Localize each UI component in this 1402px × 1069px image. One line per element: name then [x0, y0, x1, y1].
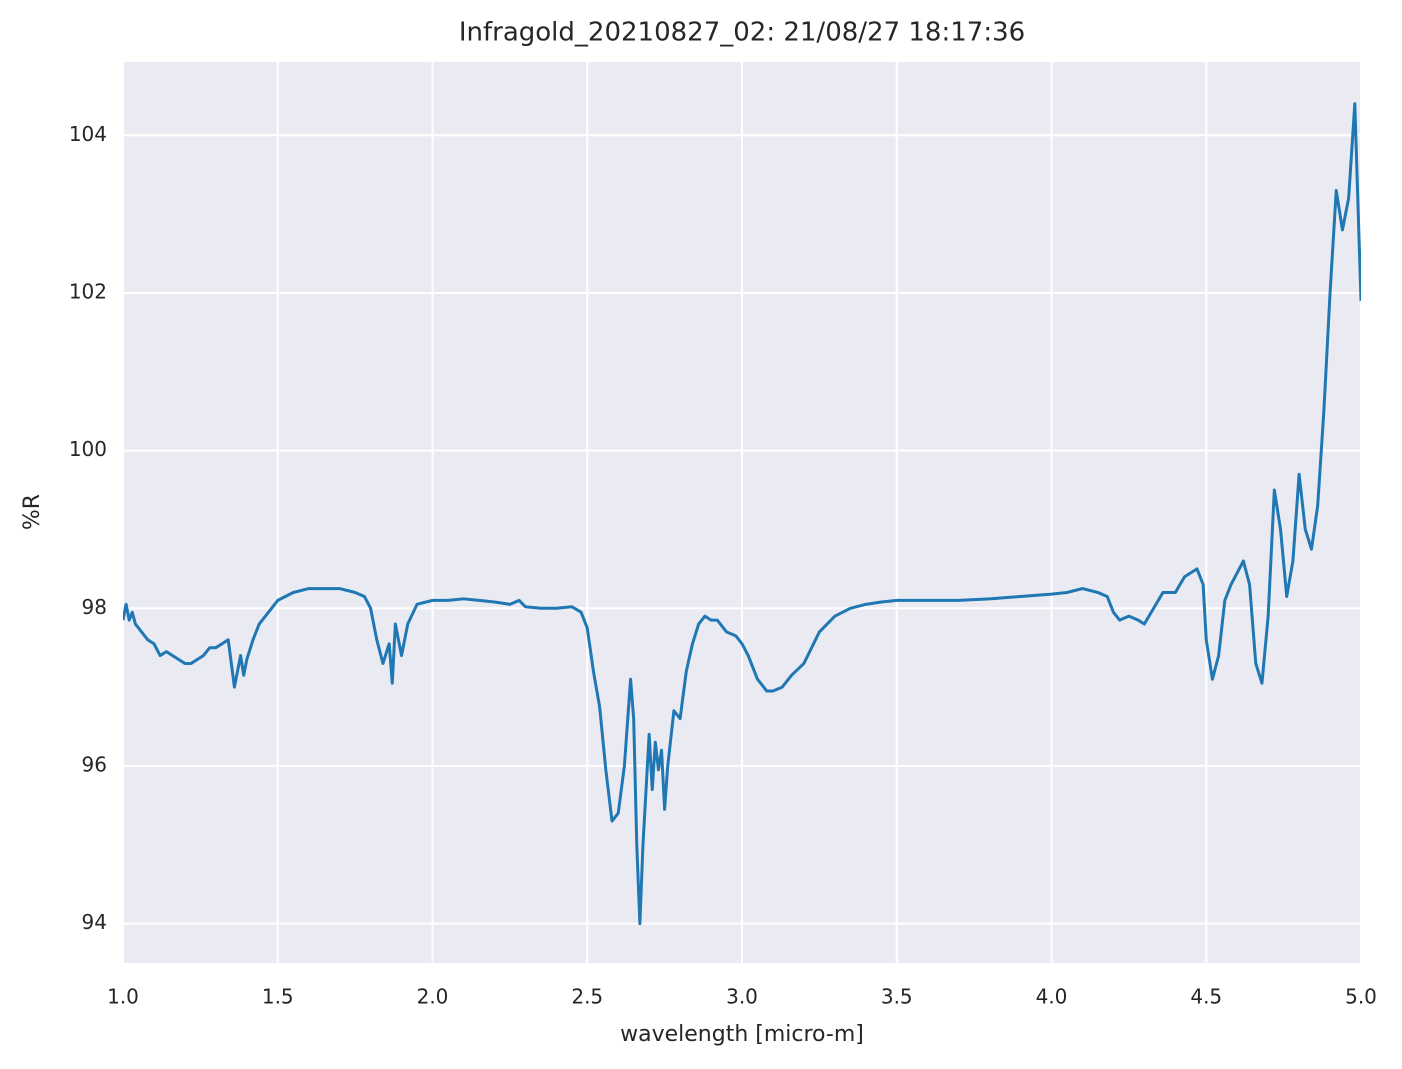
y-tick-label: 102 — [69, 279, 107, 303]
x-tick-label: 3.0 — [726, 985, 758, 1009]
y-tick-label: 96 — [82, 752, 107, 776]
x-tick-label: 2.0 — [417, 985, 449, 1009]
y-axis-label: %R — [20, 494, 45, 530]
y-tick-label: 98 — [82, 595, 107, 619]
x-tick-label: 2.5 — [571, 985, 603, 1009]
y-tick-label: 100 — [69, 437, 107, 461]
chart-title: Infragold_20210827_02: 21/08/27 18:17:36 — [459, 18, 1025, 48]
x-tick-label: 1.0 — [107, 985, 139, 1009]
x-tick-label: 4.0 — [1036, 985, 1068, 1009]
x-axis-label: wavelength [micro-m] — [620, 1022, 864, 1047]
x-tick-label: 4.5 — [1190, 985, 1222, 1009]
x-tick-label: 1.5 — [262, 985, 294, 1009]
data-line — [123, 102, 1361, 926]
y-tick-label: 104 — [69, 122, 107, 146]
x-tick-label: 3.5 — [881, 985, 913, 1009]
x-tick-label: 5.0 — [1345, 985, 1377, 1009]
y-tick-label: 94 — [82, 910, 107, 934]
grid — [122, 62, 1362, 963]
